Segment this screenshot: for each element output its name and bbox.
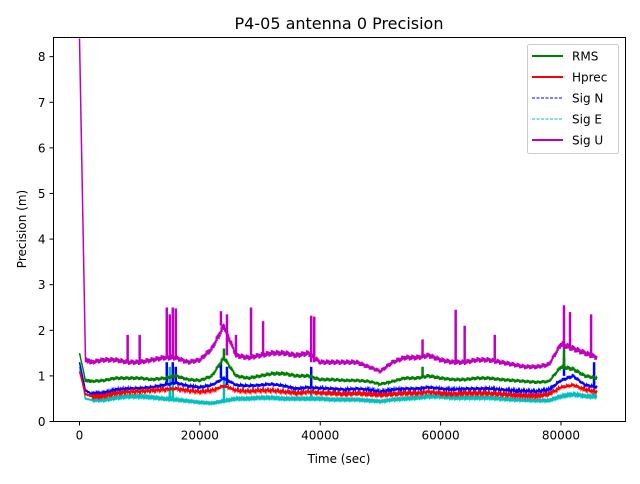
plot-area — [78, 38, 598, 407]
x-tick-label: 0 — [76, 429, 84, 443]
y-tick-label: 5 — [38, 187, 46, 201]
series-line-sig-u — [78, 38, 598, 374]
legend-label: RMS — [572, 50, 598, 64]
y-tick-label: 2 — [38, 324, 46, 338]
y-tick-label: 3 — [38, 278, 46, 292]
series-line-hprec — [78, 371, 598, 401]
series-line-sig-e — [78, 366, 598, 407]
y-tick-label: 4 — [38, 233, 46, 247]
axis-ticks: 0 20000 40000 60000 80000 0 1 2 3 4 5 6 7 8 — [38, 50, 580, 442]
x-tick-label: 20000 — [181, 429, 219, 443]
series-group — [78, 38, 598, 407]
series-line-sig-n — [78, 362, 598, 398]
x-tick-label: 40000 — [301, 429, 339, 443]
axes-frame — [53, 37, 626, 422]
y-tick-label: 1 — [38, 369, 46, 383]
legend: RMS Hprec Sig N Sig E Sig U — [527, 44, 619, 154]
series-line-rms — [78, 352, 598, 388]
legend-label: Sig N — [572, 92, 603, 106]
y-tick-label: 0 — [38, 415, 46, 429]
y-tick-label: 8 — [38, 50, 46, 64]
x-tick-label: 60000 — [422, 429, 460, 443]
chart-title: P4-05 antenna 0 Precision — [235, 14, 444, 33]
legend-label: Hprec — [572, 71, 607, 85]
y-axis-label: Precision (m) — [15, 190, 29, 268]
y-tick-label: 7 — [38, 96, 46, 110]
x-axis-label: Time (sec) — [307, 452, 371, 466]
x-tick-label: 80000 — [542, 429, 580, 443]
legend-label: Sig E — [572, 113, 602, 127]
y-tick-label: 6 — [38, 141, 46, 155]
legend-box — [527, 44, 619, 154]
legend-label: Sig U — [572, 134, 603, 148]
